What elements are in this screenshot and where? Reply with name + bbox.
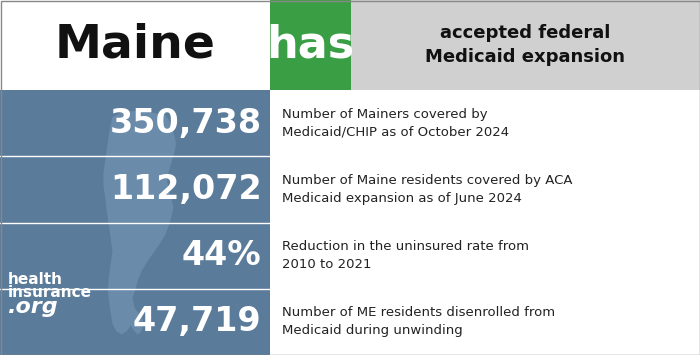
Text: 44%: 44% (182, 239, 262, 272)
Text: health: health (8, 272, 63, 287)
Text: 47,719: 47,719 (133, 305, 262, 338)
Text: Number of Maine residents covered by ACA
Medicaid expansion as of June 2024: Number of Maine residents covered by ACA… (281, 174, 572, 205)
Text: 350,738: 350,738 (109, 107, 262, 140)
Bar (351, 0, 700, 90)
Text: 112,072: 112,072 (110, 173, 262, 206)
Text: .org: .org (8, 297, 59, 317)
Text: ™: ™ (48, 300, 57, 309)
Text: Number of Mainers covered by
Medicaid/CHIP as of October 2024: Number of Mainers covered by Medicaid/CH… (281, 108, 509, 139)
Bar (270, 90, 700, 355)
Text: has: has (266, 23, 354, 67)
Text: accepted federal
Medicaid expansion: accepted federal Medicaid expansion (426, 24, 625, 66)
Text: Maine: Maine (55, 23, 215, 67)
Polygon shape (104, 111, 176, 334)
Text: insurance: insurance (8, 285, 92, 300)
Bar (0, 90, 270, 355)
Text: Reduction in the uninsured rate from
2010 to 2021: Reduction in the uninsured rate from 201… (281, 240, 528, 271)
Bar (270, 0, 351, 90)
Text: Number of ME residents disenrolled from
Medicaid during unwinding: Number of ME residents disenrolled from … (281, 306, 554, 337)
Bar (0, 0, 270, 90)
